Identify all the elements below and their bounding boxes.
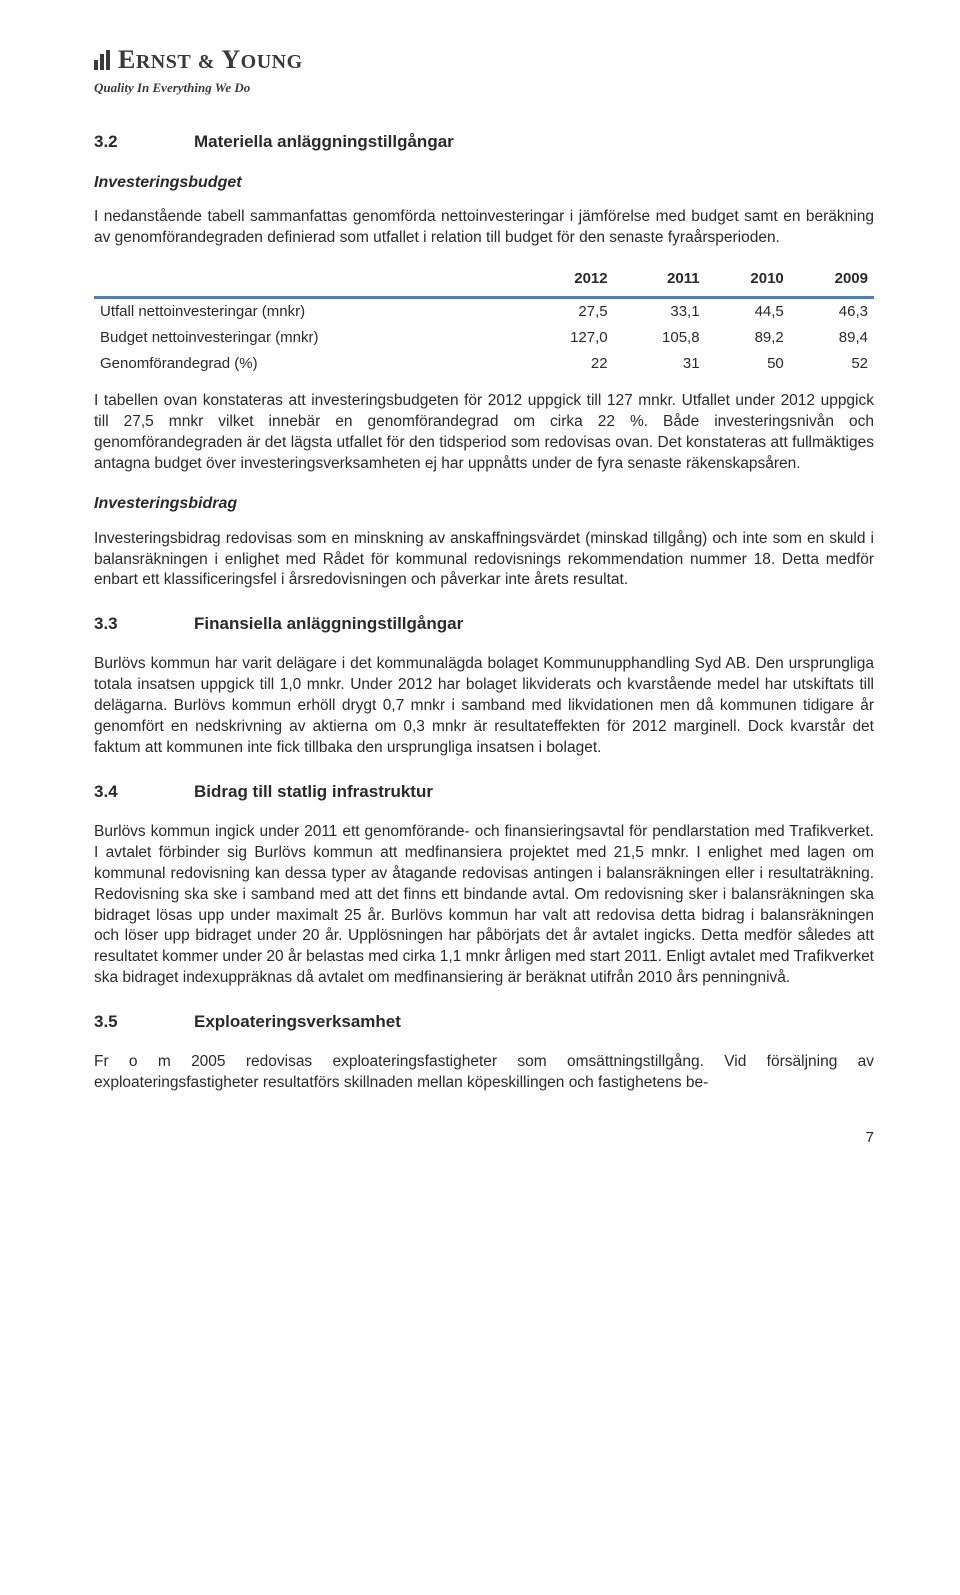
logo-name: ERNST & YOUNG [94,42,874,77]
table-row: Budget nettoinvesteringar (mnkr) 127,0 1… [94,325,874,351]
logo-text: ERNST & YOUNG [118,42,303,77]
investment-table: 2012 2011 2010 2009 Utfall nettoinvester… [94,265,874,377]
paragraph: Burlövs kommun har varit delägare i det … [94,654,874,759]
table-cell: 105,8 [614,325,706,351]
table-cell: 33,1 [614,297,706,325]
table-header-year: 2011 [614,265,706,297]
logo-bars-icon [94,50,110,70]
subheading-investeringsbudget: Investeringsbudget [94,172,874,194]
logo-tagline: Quality In Everything We Do [94,79,874,97]
heading-3-4: 3.4 Bidrag till statlig infrastruktur [94,781,874,804]
table-cell: 127,0 [522,325,614,351]
logo-block: ERNST & YOUNG Quality In Everything We D… [94,42,874,97]
table-cell: 89,2 [706,325,790,351]
heading-title: Materiella anläggningstillgångar [194,131,454,154]
heading-3-2: 3.2 Materiella anläggningstillgångar [94,131,874,154]
table-header-year: 2012 [522,265,614,297]
table-header-year: 2010 [706,265,790,297]
paragraph: Fr o m 2005 redovisas exploateringsfasti… [94,1052,874,1094]
page-number: 7 [94,1128,874,1148]
table-header-row: 2012 2011 2010 2009 [94,265,874,297]
heading-num: 3.5 [94,1011,126,1034]
table-cell: 50 [706,351,790,377]
table-row: Utfall nettoinvesteringar (mnkr) 27,5 33… [94,297,874,325]
table-row-label: Genomförandegrad (%) [94,351,522,377]
table-row-label: Budget nettoinvesteringar (mnkr) [94,325,522,351]
table-cell: 52 [790,351,874,377]
heading-3-5: 3.5 Exploateringsverksamhet [94,1011,874,1034]
paragraph: Burlövs kommun ingick under 2011 ett gen… [94,822,874,989]
table-header-blank [94,265,522,297]
heading-title: Bidrag till statlig infrastruktur [194,781,433,804]
table-cell: 27,5 [522,297,614,325]
table-header-year: 2009 [790,265,874,297]
heading-title: Exploateringsverksamhet [194,1011,401,1034]
paragraph: I tabellen ovan konstateras att invester… [94,391,874,475]
heading-3-3: 3.3 Finansiella anläggningstillgångar [94,613,874,636]
heading-num: 3.4 [94,781,126,804]
heading-title: Finansiella anläggningstillgångar [194,613,463,636]
table-cell: 31 [614,351,706,377]
paragraph: I nedanstående tabell sammanfattas genom… [94,207,874,249]
paragraph: Investeringsbidrag redovisas som en mins… [94,529,874,592]
subheading-investeringsbidrag: Investeringsbidrag [94,493,874,515]
table-row: Genomförandegrad (%) 22 31 50 52 [94,351,874,377]
table-row-label: Utfall nettoinvesteringar (mnkr) [94,297,522,325]
table-cell: 89,4 [790,325,874,351]
table-cell: 44,5 [706,297,790,325]
table-cell: 46,3 [790,297,874,325]
table-cell: 22 [522,351,614,377]
heading-num: 3.3 [94,613,126,636]
heading-num: 3.2 [94,131,126,154]
